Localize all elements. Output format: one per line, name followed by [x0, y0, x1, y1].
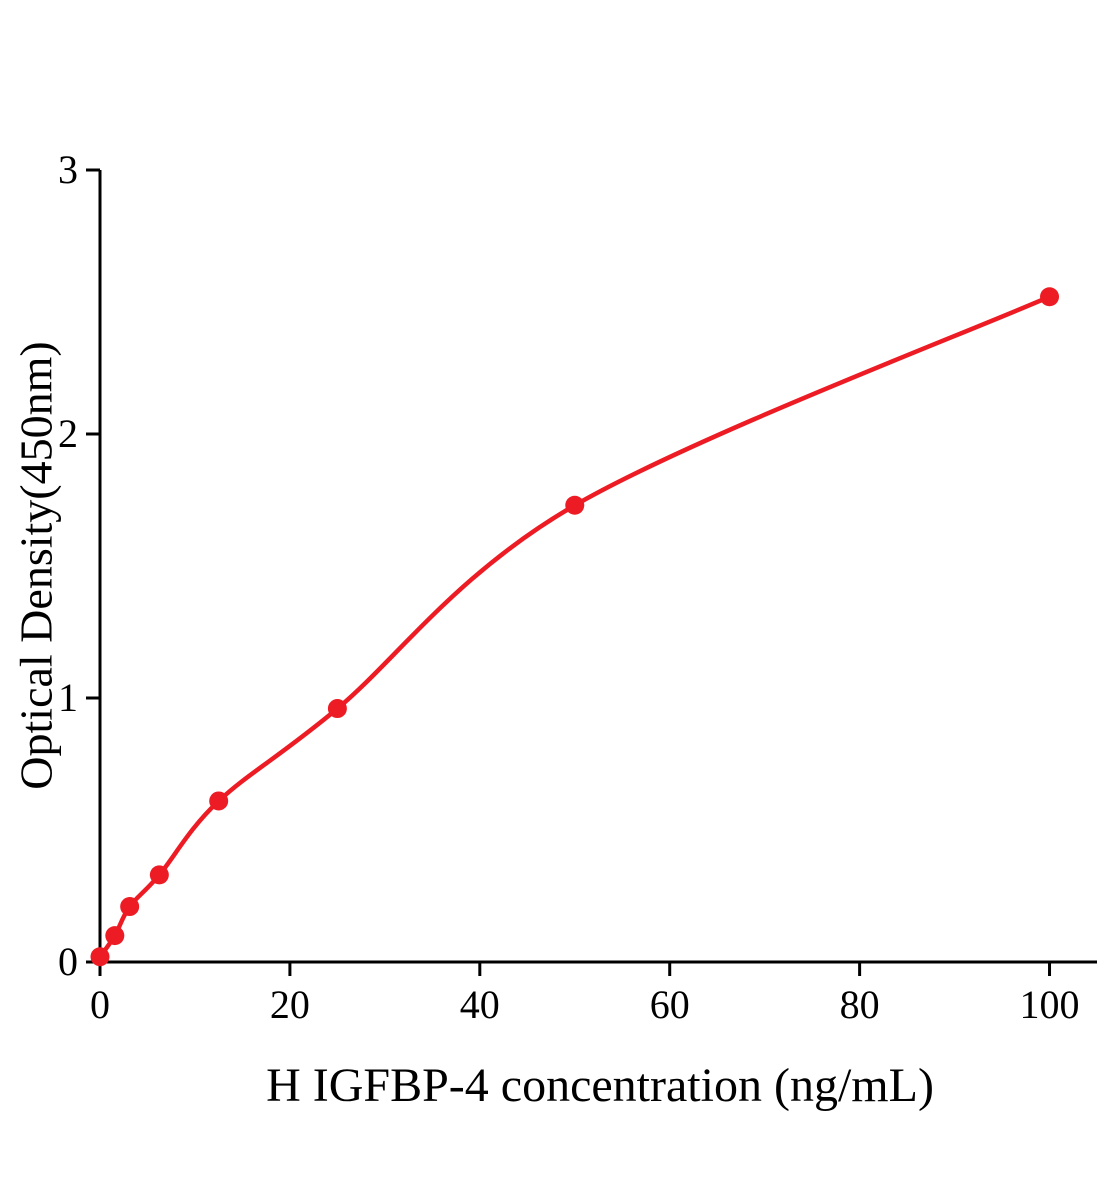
data-point	[149, 865, 169, 885]
x-tick-label: 80	[840, 982, 880, 1027]
fit-curve	[97, 294, 1052, 959]
y-axis-title: Optical Density(450nm)	[10, 340, 62, 790]
y-tick-label: 2	[58, 411, 78, 456]
data-point	[565, 495, 585, 515]
x-tick-label: 40	[460, 982, 500, 1027]
data-point	[327, 699, 347, 719]
data-point	[1040, 287, 1060, 307]
y-axis-title-container: Optical Density(450nm)	[8, 340, 64, 790]
data-point	[105, 926, 125, 946]
data-point	[90, 947, 110, 967]
y-tick-label: 1	[58, 675, 78, 720]
x-tick-label: 100	[1020, 982, 1080, 1027]
y-tick-label: 3	[58, 147, 78, 192]
x-tick-label: 20	[270, 982, 310, 1027]
data-point	[209, 791, 229, 811]
y-tick-label: 0	[58, 939, 78, 984]
x-tick-label: 0	[90, 982, 110, 1027]
x-tick-label: 60	[650, 982, 690, 1027]
data-point	[120, 897, 140, 917]
x-axis-title: H IGFBP-4 concentration (ng/mL)	[266, 1059, 934, 1112]
